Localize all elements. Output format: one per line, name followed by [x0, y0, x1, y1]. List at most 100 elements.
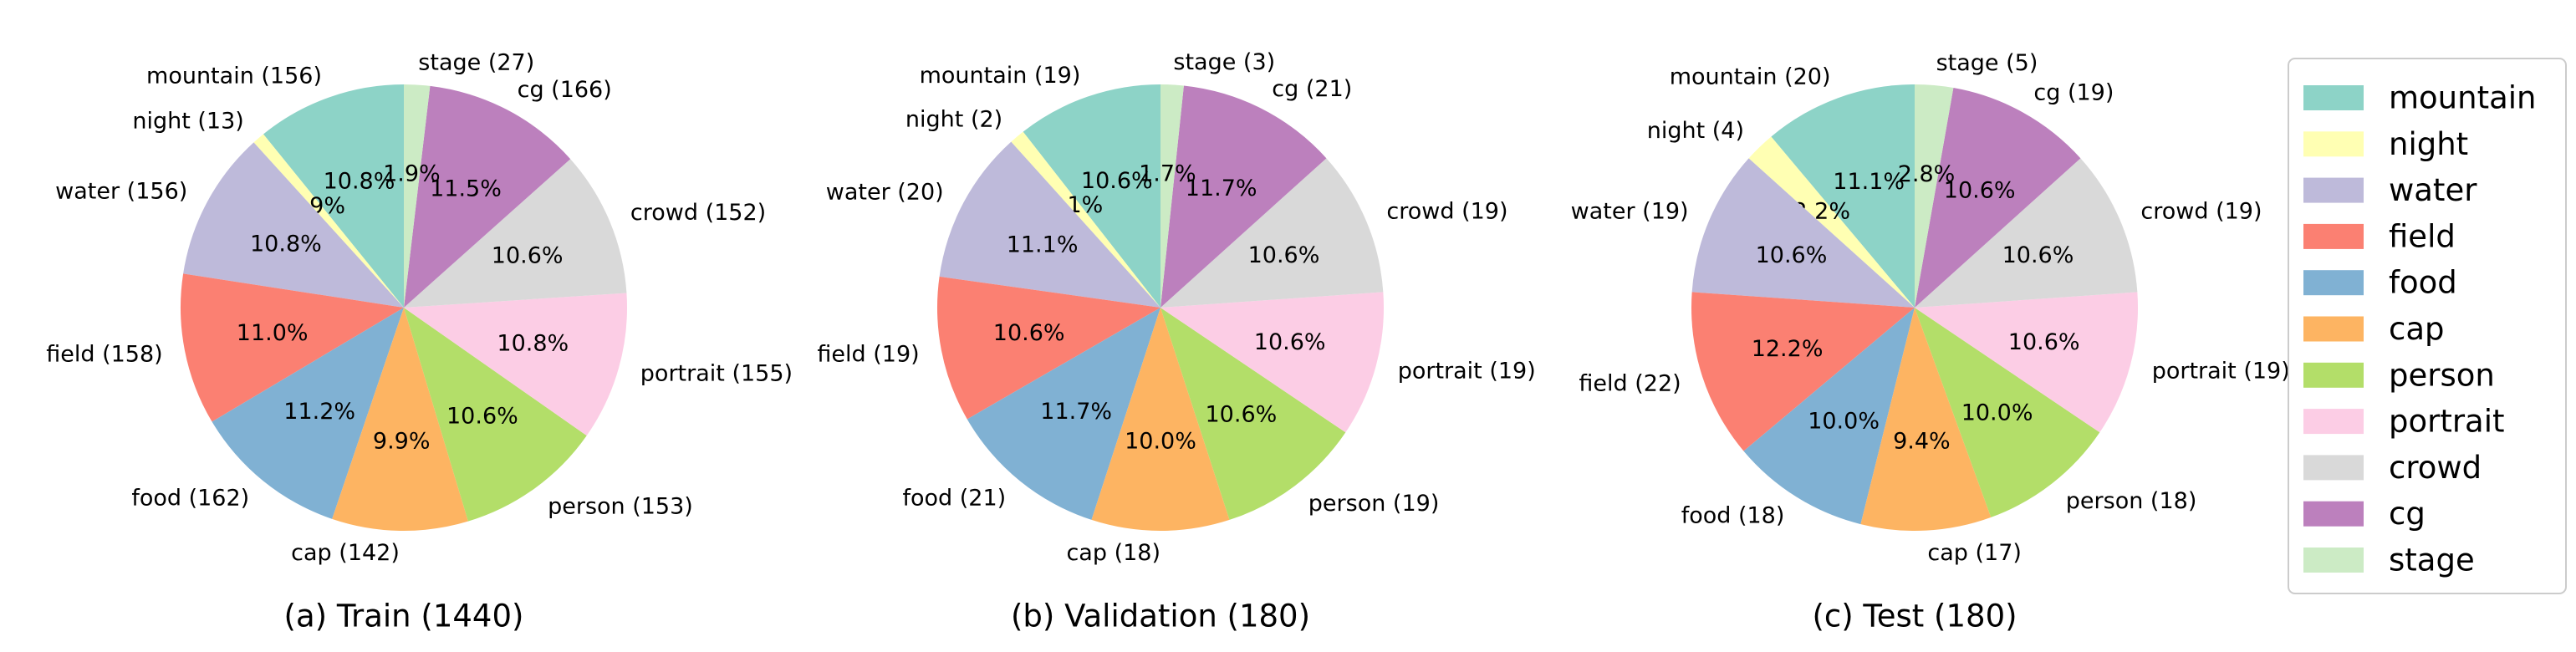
slice-percent-person: 10.6% [1206, 401, 1278, 427]
slice-label-stage: stage (27) [418, 49, 534, 75]
pie-slice-cg [1160, 85, 1327, 308]
slice-percent-mountain: 10.6% [1081, 168, 1153, 194]
slice-percent-mountain: 10.8% [324, 169, 395, 195]
slice-label-night: night (2) [905, 107, 1002, 133]
chart-caption: (b) Validation (180) [1011, 599, 1310, 634]
pie-slice-crowd [1915, 158, 2138, 308]
slice-label-person: person (153) [548, 494, 693, 520]
pie-slice-night [1748, 136, 1915, 308]
slice-percent-portrait: 10.6% [1254, 329, 1326, 355]
slice-percent-cg: 11.5% [430, 176, 502, 201]
slice-label-portrait: portrait (19) [1398, 359, 1536, 385]
slice-label-mountain: mountain (156) [146, 64, 322, 89]
pie-slice-crowd [404, 159, 627, 308]
pie-slice-portrait [404, 293, 628, 436]
slice-percent-cap: 9.4% [1893, 429, 1951, 455]
legend-swatch-person [2303, 362, 2364, 388]
legend-label-night: night [2389, 126, 2468, 162]
legend-swatch-stage [2303, 548, 2364, 573]
legend-label-portrait: portrait [2389, 404, 2505, 440]
slice-label-cg: cg (21) [1272, 76, 1352, 102]
pie-slice-portrait [1915, 292, 2138, 433]
slice-percent-crowd: 10.6% [492, 243, 564, 269]
pie-slice-night [253, 134, 404, 308]
slice-label-person: person (19) [1308, 491, 1440, 517]
pie-slice-food [212, 308, 404, 519]
slice-label-night: night (4) [1647, 118, 1744, 144]
legend-label-mountain: mountain [2389, 80, 2537, 116]
slice-label-cap: cap (142) [291, 540, 400, 566]
pie-slice-mountain [1023, 84, 1160, 308]
slice-label-water: water (19) [1571, 199, 1689, 225]
slice-label-field: field (22) [1579, 370, 1681, 396]
slice-percent-portrait: 10.8% [497, 331, 569, 357]
pie-slice-water [1691, 158, 1915, 308]
pie-slice-field [1691, 292, 1915, 451]
legend-swatch-water [2303, 177, 2364, 203]
slice-label-food: food (18) [1681, 503, 1785, 529]
pie-slice-cap [1860, 308, 1992, 532]
slice-percent-mountain: 11.1% [1833, 169, 1905, 195]
pie-slice-field [937, 276, 1160, 420]
chart-caption: (c) Test (180) [1812, 599, 2017, 634]
legend-swatch-portrait [2303, 409, 2364, 435]
legend-label-crowd: crowd [2389, 450, 2482, 486]
legend: mountain night water field food cap person port… [2288, 58, 2567, 594]
legend-swatch-night [2303, 131, 2364, 157]
slice-percent-stage: 1.7% [1139, 161, 1196, 187]
slice-percent-cg: 11.7% [1186, 176, 1257, 201]
pie-slice-stage [404, 84, 431, 308]
slice-percent-stage: 2.8% [1898, 161, 1956, 187]
slice-percent-field: 12.2% [1752, 336, 1824, 362]
slice-label-food: food (162) [131, 486, 249, 512]
pie-slice-cg [404, 85, 571, 308]
slice-label-stage: stage (3) [1173, 49, 1275, 75]
slice-label-water: water (156) [55, 179, 187, 205]
legend-swatch-cg [2303, 501, 2364, 527]
pie-slice-cg [1915, 88, 2081, 308]
slice-label-cap: cap (18) [1066, 540, 1160, 566]
pie-slice-water [939, 141, 1160, 308]
slice-label-field: field (19) [817, 342, 919, 368]
slice-percent-cg: 10.6% [1944, 177, 2016, 203]
slice-label-food: food (21) [902, 486, 1006, 512]
chart-caption: (a) Train (1440) [284, 599, 524, 634]
pie-charts: mountain (156)10.8%night (13)0.9%water (… [46, 49, 2290, 634]
slice-label-portrait: portrait (155) [640, 361, 793, 387]
legend-swatch-food [2303, 270, 2364, 296]
slice-percent-crowd: 10.6% [1248, 242, 1320, 268]
slice-label-cg: cg (19) [2033, 80, 2114, 106]
slice-percent-food: 11.7% [1040, 399, 1112, 425]
pie-slice-mountain [263, 84, 404, 308]
pie-chart-1: mountain (156)10.8%night (13)0.9%water (… [46, 49, 793, 634]
slice-label-mountain: mountain (20) [1670, 64, 1831, 90]
legend-label-stage: stage [2389, 542, 2475, 578]
slice-label-cg: cg (166) [518, 77, 612, 103]
legend-label-person: person [2389, 357, 2495, 393]
pie-slice-person [1160, 308, 1346, 520]
slice-label-field: field (158) [46, 342, 162, 368]
pie-slice-cap [1091, 308, 1230, 531]
legend-label-cg: cg [2389, 496, 2426, 532]
slice-label-crowd: crowd (19) [2140, 199, 2262, 225]
pie-slice-portrait [1160, 292, 1384, 433]
legend-swatch-mountain [2303, 85, 2364, 110]
legend-swatch-crowd [2303, 455, 2364, 481]
slice-label-person: person (18) [2066, 488, 2197, 514]
pie-slice-food [967, 308, 1160, 520]
pie-slice-mountain [1771, 84, 1915, 308]
pie-slice-cap [332, 308, 468, 531]
pie-chart-3: mountain (20)11.1%night (4)2.2%water (19… [1571, 50, 2290, 634]
pie-slice-stage [1915, 84, 1954, 308]
pie-chart-2: mountain (19)10.6%night (2)1.1%water (20… [817, 49, 1535, 634]
legend-label-cap: cap [2389, 311, 2445, 347]
slice-label-mountain: mountain (19) [920, 63, 1081, 89]
slice-label-crowd: crowd (19) [1386, 199, 1507, 225]
pie-slice-food [1743, 308, 1915, 525]
slice-percent-water: 11.1% [1007, 232, 1079, 257]
pie-slice-water [183, 142, 405, 308]
slice-percent-water: 10.8% [250, 232, 322, 257]
pie-slice-field [181, 273, 405, 422]
slice-percent-field: 10.6% [993, 320, 1065, 346]
